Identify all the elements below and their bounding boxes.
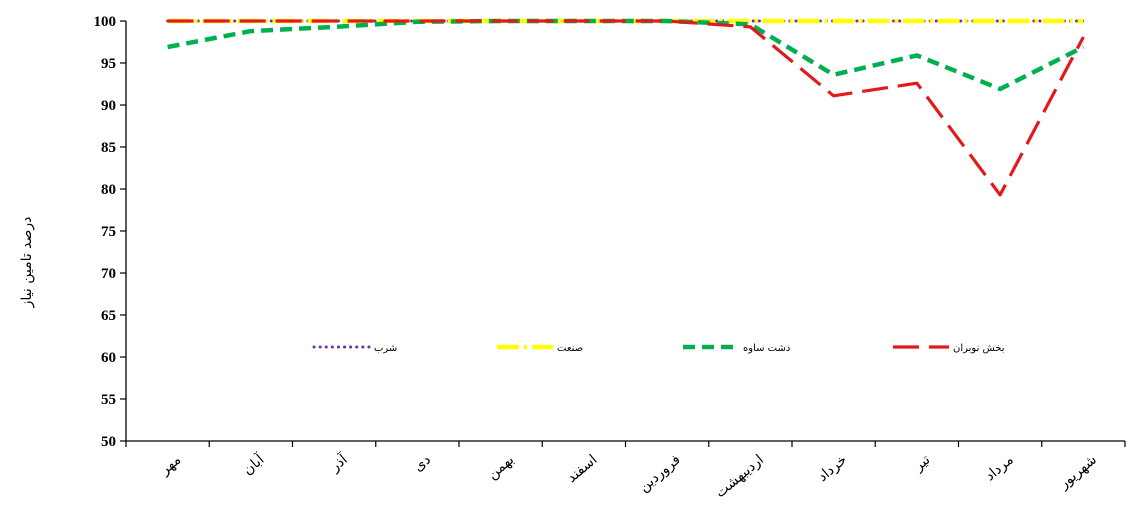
y-tick-label: 90 [101, 98, 116, 114]
y-tick-label: 100 [94, 14, 117, 30]
y-tick-label: 50 [101, 434, 116, 450]
x-tick-label: اردیبهشت [712, 452, 766, 501]
series-lines [166, 18, 1085, 197]
legend-label-3: بخش نوبران [953, 343, 1005, 354]
y-tick-label: 65 [101, 308, 116, 324]
legend-label-0: شرب [374, 343, 397, 354]
x-tick-label: شهریور [1055, 452, 1100, 493]
y-tick-label: 60 [101, 350, 116, 366]
x-tick-label: آذر [326, 450, 351, 475]
series-line-3 [167, 19, 1085, 197]
axes: 100 95 90 85 80 75 70 65 60 55 50 مهر آبان آذر دی بهمن ا… [94, 14, 1126, 501]
x-tick-label: آبان [239, 450, 268, 478]
x-tick-label: فروردین [636, 452, 684, 496]
series-line-2 [167, 18, 1085, 92]
x-tick-label: تیر [910, 452, 933, 475]
legend-label-2: دشت ساوه [743, 343, 790, 354]
y-tick-label: 95 [101, 56, 116, 72]
y-axis-label: درصد تامین نیاز [19, 217, 35, 309]
x-tick-label: مهر [157, 452, 185, 479]
x-tick-label: اسفند [564, 452, 601, 486]
x-tick-label: مرداد [982, 452, 1016, 485]
legend-label-1: صنعت [557, 343, 583, 354]
y-tick-label: 85 [101, 140, 116, 156]
y-tick-label: 80 [101, 182, 116, 198]
x-tick-label: دی [410, 452, 433, 475]
x-tick-label: بهمن [485, 452, 518, 483]
y-tick-label: 70 [101, 266, 116, 282]
y-tick-label: 55 [101, 392, 116, 408]
y-tick-label: 75 [101, 224, 116, 240]
x-tick-label: خرداد [815, 452, 850, 485]
legend: شرب صنعت دشت ساوه بخش نوبران [312, 343, 1005, 354]
